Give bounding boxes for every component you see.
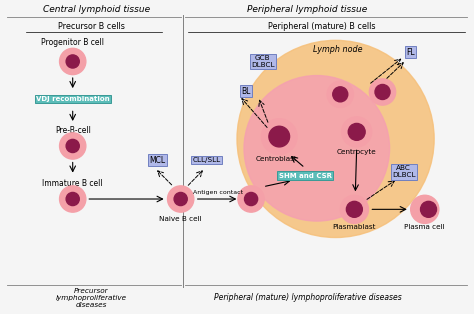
- Circle shape: [237, 41, 434, 237]
- Circle shape: [348, 123, 365, 140]
- Circle shape: [269, 126, 290, 147]
- Circle shape: [66, 192, 79, 206]
- Circle shape: [333, 87, 348, 102]
- Text: BL: BL: [242, 87, 251, 95]
- Text: Pre-B-cell: Pre-B-cell: [55, 126, 91, 135]
- Text: Peripheral (mature) B cells: Peripheral (mature) B cells: [268, 22, 375, 31]
- Circle shape: [66, 139, 79, 153]
- Text: ABC
DLBCL: ABC DLBCL: [392, 165, 415, 178]
- Text: GCB
DLBCL: GCB DLBCL: [251, 55, 274, 68]
- Circle shape: [245, 192, 258, 206]
- Text: MCL: MCL: [149, 155, 165, 165]
- Circle shape: [167, 186, 194, 212]
- Circle shape: [174, 192, 187, 206]
- Text: Central lymphoid tissue: Central lymphoid tissue: [43, 5, 150, 14]
- Text: Centroblast: Centroblast: [256, 156, 298, 162]
- Text: CLL/SLL: CLL/SLL: [192, 157, 220, 163]
- Circle shape: [60, 186, 86, 212]
- Text: Precursor B cells: Precursor B cells: [58, 22, 125, 31]
- Circle shape: [238, 186, 264, 212]
- Circle shape: [60, 133, 86, 159]
- Text: Centrocyte: Centrocyte: [337, 149, 376, 154]
- Circle shape: [369, 79, 396, 105]
- Text: Naive B cell: Naive B cell: [159, 216, 202, 222]
- Circle shape: [410, 195, 439, 224]
- Text: FL: FL: [406, 48, 415, 57]
- Text: VDJ recombination: VDJ recombination: [36, 96, 109, 102]
- Circle shape: [346, 201, 362, 217]
- Text: Antigen contact: Antigen contact: [193, 190, 243, 195]
- Circle shape: [66, 55, 79, 68]
- Text: Peripheral lymphoid tissue: Peripheral lymphoid tissue: [247, 5, 367, 14]
- Text: Plasmablast: Plasmablast: [333, 224, 376, 230]
- Circle shape: [244, 76, 390, 221]
- Circle shape: [342, 117, 372, 147]
- Text: Precursor
lymphoproliferative
diseases: Precursor lymphoproliferative diseases: [56, 288, 127, 308]
- Text: Peripheral (mature) lymphoproliferative diseases: Peripheral (mature) lymphoproliferative …: [214, 293, 401, 302]
- Text: Progenitor B cell: Progenitor B cell: [41, 38, 104, 47]
- Text: SHM and CSR: SHM and CSR: [279, 172, 332, 179]
- Circle shape: [340, 195, 368, 224]
- Circle shape: [261, 119, 297, 154]
- Text: Lymph node: Lymph node: [313, 45, 363, 54]
- Circle shape: [60, 48, 86, 75]
- Circle shape: [375, 84, 390, 100]
- Circle shape: [420, 201, 437, 217]
- Circle shape: [327, 81, 354, 107]
- Text: Plasma cell: Plasma cell: [404, 224, 445, 230]
- Text: Immature B cell: Immature B cell: [42, 179, 103, 187]
